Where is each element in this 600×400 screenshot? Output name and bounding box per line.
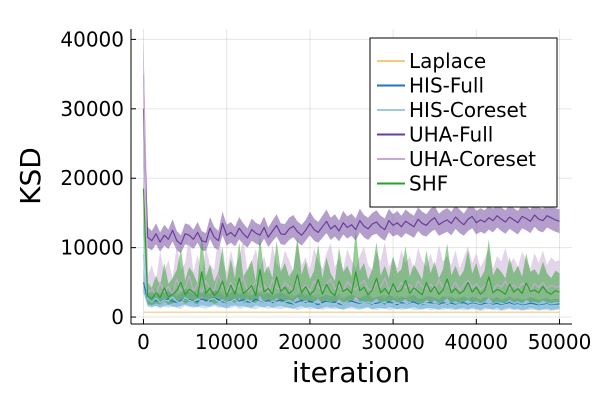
x-tick-label: 0 (137, 330, 150, 354)
y-axis-title: KSD (14, 147, 47, 205)
legend: LaplaceHIS-FullHIS-CoresetUHA-FullUHA-Co… (369, 37, 558, 208)
x-tick-label: 50000 (528, 330, 592, 354)
series-line-shf (142, 188, 560, 300)
y-axis-ticks: 0 10000 20000 30000 40000 (60, 27, 136, 329)
y-tick-label: 40000 (60, 27, 124, 51)
band-uha-full (143, 42, 560, 254)
legend-label: UHA-Full (409, 123, 493, 147)
series-line-his-coreset (142, 254, 560, 307)
series-lines (142, 74, 560, 313)
legend-label: SHF (409, 172, 448, 196)
legend-label: UHA-Coreset (409, 147, 536, 171)
axes (130, 29, 572, 325)
y-tick-label: 0 (111, 305, 124, 329)
x-axis-ticks: 0 10000 20000 30000 40000 50000 (137, 319, 591, 354)
y-tick-label: 10000 (60, 236, 124, 260)
legend-label: HIS-Coreset (409, 98, 527, 122)
x-axis-title: iteration (292, 356, 410, 389)
y-tick-label: 30000 (60, 97, 124, 121)
band-shf (143, 178, 560, 306)
legend-label: HIS-Full (409, 74, 484, 98)
x-tick-label: 10000 (195, 330, 259, 354)
x-tick-label: 20000 (278, 330, 342, 354)
x-tick-label: 40000 (444, 330, 508, 354)
x-tick-label: 30000 (361, 330, 425, 354)
series-line-uha-full (142, 108, 560, 245)
y-tick-label: 20000 (60, 166, 124, 190)
legend-box (369, 37, 558, 208)
legend-label: Laplace (409, 49, 486, 73)
